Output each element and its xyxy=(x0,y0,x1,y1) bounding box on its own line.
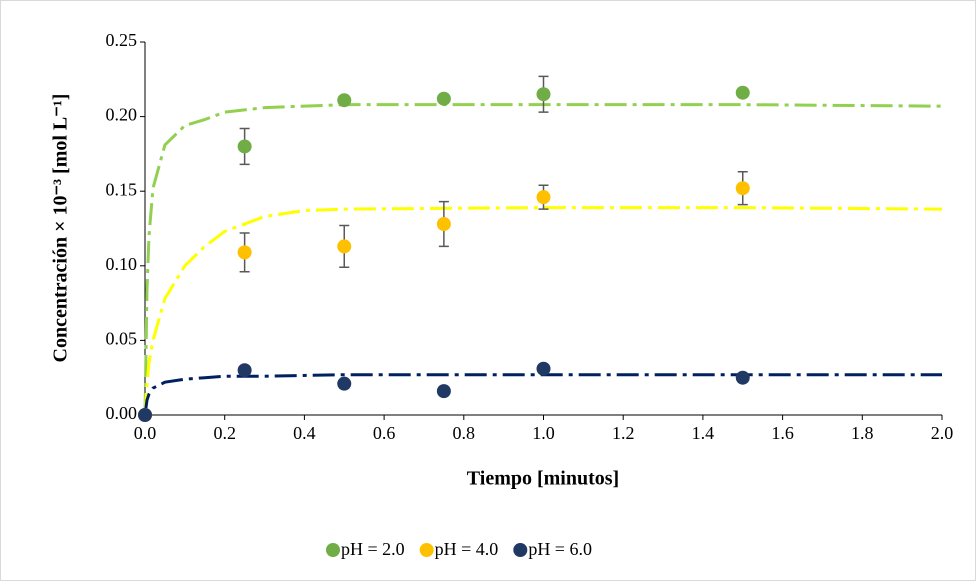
point xyxy=(337,376,352,391)
x-tick-label: 0.0 xyxy=(134,423,157,443)
x-tick-label: 1.8 xyxy=(851,423,874,443)
legend-label: pH = 2.0 xyxy=(341,539,405,559)
point xyxy=(735,370,750,385)
y-tick-label: 0.00 xyxy=(106,403,138,423)
point xyxy=(536,190,551,205)
point xyxy=(735,85,750,100)
point xyxy=(436,91,451,106)
point xyxy=(237,139,252,154)
x-axis-title: Tiempo [minutos] xyxy=(467,468,619,490)
fit-line xyxy=(143,373,942,416)
x-tick-label: 0.6 xyxy=(373,423,396,443)
y-tick-label: 0.20 xyxy=(106,105,138,125)
x-tick-label: 1.4 xyxy=(692,423,715,443)
fit-line xyxy=(143,206,943,416)
legend-marker xyxy=(326,543,340,557)
legend-marker xyxy=(419,543,434,557)
y-tick-label: 0.15 xyxy=(106,179,138,199)
legend-marker xyxy=(513,543,528,557)
point xyxy=(138,408,152,422)
y-tick-label: 0.10 xyxy=(106,254,138,274)
point xyxy=(237,363,252,378)
fit-line xyxy=(143,103,943,416)
y-tick-label: 0.25 xyxy=(106,30,138,50)
point xyxy=(536,87,551,102)
x-tick-label: 1.6 xyxy=(771,423,794,443)
x-tick-label: 0.8 xyxy=(453,423,476,443)
point xyxy=(337,239,352,254)
x-tick-label: 0.2 xyxy=(213,423,236,443)
legend-label: pH = 4.0 xyxy=(435,539,499,559)
point xyxy=(735,181,750,196)
x-tick-label: 0.4 xyxy=(293,423,316,443)
point xyxy=(536,361,551,376)
legend-label: pH = 6.0 xyxy=(528,539,592,559)
point xyxy=(436,217,451,232)
point xyxy=(237,245,252,260)
x-tick-label: 1.0 xyxy=(532,423,555,443)
y-tick-label: 0.05 xyxy=(106,329,138,349)
x-tick-label: 1.2 xyxy=(612,423,635,443)
point xyxy=(436,384,451,399)
x-tick-label: 2.0 xyxy=(931,423,954,443)
point xyxy=(337,93,352,108)
y-axis-title: Concentración × 10⁻³ [mol L⁻¹] xyxy=(50,94,72,363)
